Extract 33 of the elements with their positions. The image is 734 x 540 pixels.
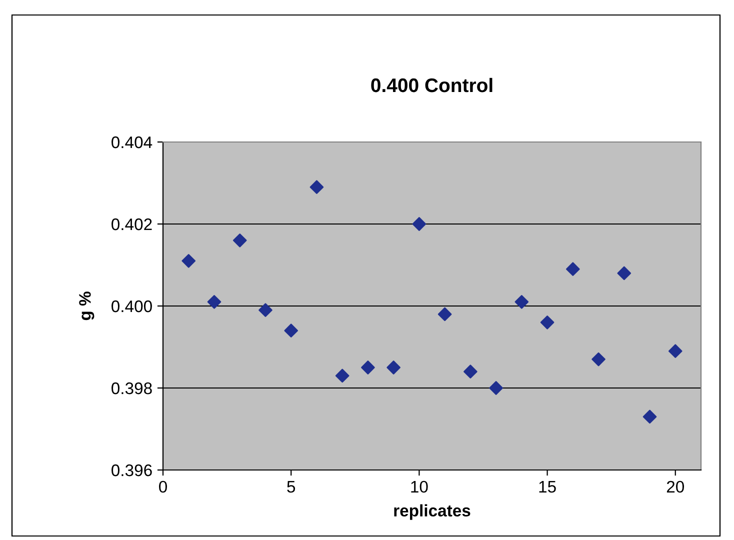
point xyxy=(386,360,400,374)
x-tick-label: 15 xyxy=(539,481,556,493)
point xyxy=(464,364,478,379)
point xyxy=(438,307,452,322)
point xyxy=(232,233,247,248)
x-tick-label: 5 xyxy=(287,481,296,493)
y-tick-label: 0.400 xyxy=(112,300,152,312)
point xyxy=(361,360,375,374)
point xyxy=(540,315,554,330)
point xyxy=(207,294,222,309)
y-tick-label: 0.398 xyxy=(112,382,152,394)
point xyxy=(335,368,350,383)
point xyxy=(514,294,529,309)
y-axis-title: g % xyxy=(79,292,94,320)
x-tick-label: 20 xyxy=(666,480,684,493)
point xyxy=(668,344,682,358)
y-tick-label: 0.396 xyxy=(112,464,152,476)
point xyxy=(182,254,196,268)
y-tick-label: 0.404 xyxy=(112,136,152,148)
point xyxy=(489,381,503,395)
point xyxy=(617,266,632,280)
x-axis-title: replicates xyxy=(394,504,470,520)
point xyxy=(642,410,657,424)
point xyxy=(310,180,324,194)
point xyxy=(566,262,580,276)
x-tick-label: 0 xyxy=(159,480,167,493)
x-tick-label: 10 xyxy=(411,480,428,493)
point xyxy=(258,303,272,318)
chart-title: 0.400 Control xyxy=(371,78,492,92)
point xyxy=(592,352,606,366)
point xyxy=(284,324,298,338)
y-tick-label: 0.402 xyxy=(112,218,152,230)
point xyxy=(412,217,426,231)
